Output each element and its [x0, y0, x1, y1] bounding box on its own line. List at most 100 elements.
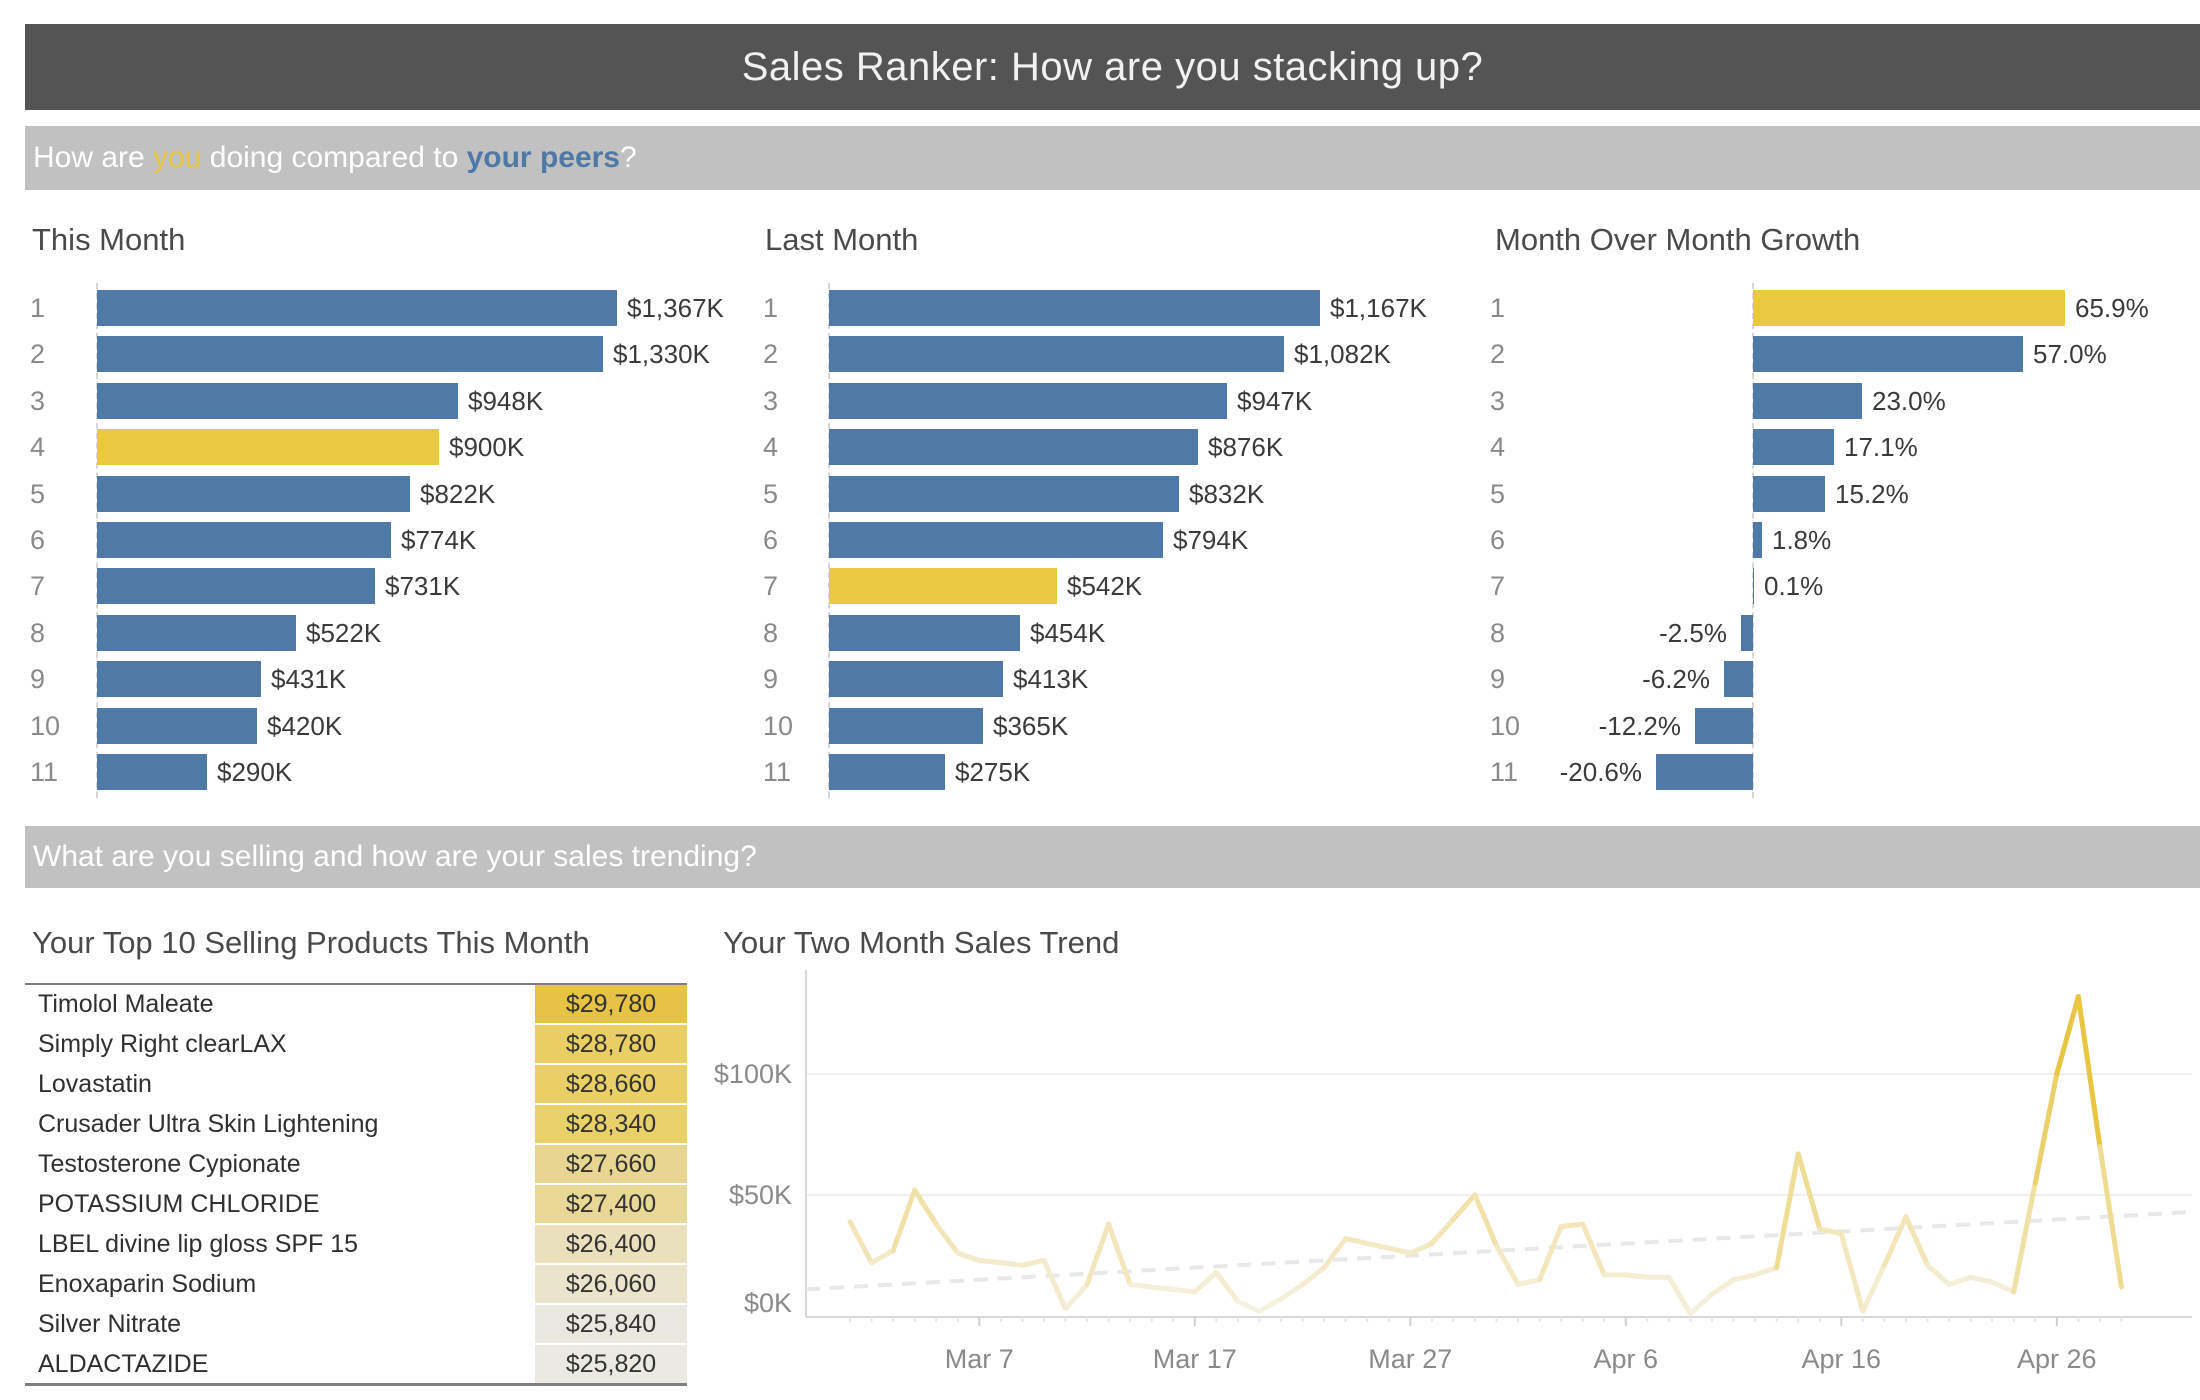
- growth-bar[interactable]: [1656, 754, 1753, 790]
- product-row-2[interactable]: Simply Right clearLAX $28,780: [25, 1025, 687, 1063]
- sales-trend-segment[interactable]: [2054, 994, 2081, 1077]
- sales-bar[interactable]: [829, 290, 1320, 326]
- sales-trend-segment[interactable]: [1106, 1221, 1133, 1288]
- sales-bar[interactable]: [829, 661, 1003, 698]
- growth-bar[interactable]: [1753, 522, 1762, 558]
- sales-bar[interactable]: [829, 614, 1020, 651]
- product-row-7[interactable]: LBEL divine lip gloss SPF 15 $26,400: [25, 1225, 687, 1263]
- sales-bar[interactable]: [97, 336, 603, 373]
- sales-trend-segment[interactable]: [1192, 1269, 1219, 1295]
- sales-trend-segment[interactable]: [1968, 1274, 1995, 1285]
- growth-bar[interactable]: [1753, 382, 1862, 419]
- sales-trend-segment[interactable]: [1903, 1214, 1930, 1268]
- sales-trend-segment[interactable]: [1149, 1284, 1176, 1292]
- sales-trend-segment[interactable]: [869, 1248, 896, 1266]
- product-row-5[interactable]: Testosterone Cypionate $27,660: [25, 1145, 687, 1183]
- sales-trend-segment[interactable]: [1450, 1192, 1478, 1222]
- sales-bar[interactable]: [97, 429, 439, 466]
- sales-trend-segment[interactable]: [1063, 1282, 1090, 1312]
- growth-bar[interactable]: [1724, 661, 1753, 698]
- sales-trend-segment[interactable]: [1774, 1151, 1801, 1271]
- sales-trend-segment[interactable]: [1666, 1274, 1693, 1317]
- sales-bar[interactable]: [97, 568, 375, 605]
- sales-trend-segment[interactable]: [1364, 1240, 1392, 1251]
- sales-bar[interactable]: [829, 475, 1179, 512]
- sales-trend-segment[interactable]: [1946, 1274, 1974, 1288]
- sales-trend-segment[interactable]: [1860, 1262, 1887, 1314]
- sales-bar[interactable]: [97, 290, 617, 326]
- sales-trend-segment[interactable]: [912, 1187, 939, 1227]
- sales-bar[interactable]: [829, 522, 1163, 558]
- sales-trend-segment[interactable]: [1084, 1221, 1112, 1288]
- sales-bar[interactable]: [97, 754, 207, 790]
- sales-trend-segment[interactable]: [2032, 1071, 2060, 1186]
- sales-trend-segment[interactable]: [1407, 1240, 1435, 1256]
- sales-bar[interactable]: [97, 707, 257, 744]
- sales-trend-chart[interactable]: Mar 7 Mar 17 Mar 27 Apr 6 Apr 16 Apr 26 $0K $50…: [700, 940, 2200, 1400]
- sales-bar[interactable]: [97, 614, 296, 651]
- growth-bar[interactable]: [1741, 614, 1753, 651]
- product-row-9[interactable]: Silver Nitrate $25,840: [25, 1305, 687, 1343]
- sales-trend-segment[interactable]: [847, 1219, 875, 1266]
- sales-bar[interactable]: [829, 754, 945, 790]
- sales-trend-segment[interactable]: [2075, 994, 2103, 1150]
- sales-trend-segment[interactable]: [1515, 1277, 1543, 1288]
- sales-trend-segment[interactable]: [1580, 1221, 1607, 1278]
- growth-bar[interactable]: [1753, 429, 1834, 466]
- growth-bar[interactable]: [1753, 336, 2023, 373]
- sales-trend-segment[interactable]: [1709, 1277, 1737, 1297]
- product-row-4[interactable]: Crusader Ultra Skin Lightening $28,340: [25, 1105, 687, 1143]
- sales-trend-segment[interactable]: [2097, 1144, 2124, 1290]
- growth-bar[interactable]: [1753, 290, 2065, 326]
- sales-trend-segment[interactable]: [1321, 1236, 1349, 1271]
- sales-trend-segment[interactable]: [1472, 1192, 1499, 1249]
- sales-trend-segment[interactable]: [1687, 1291, 1715, 1317]
- sales-trend-segment[interactable]: [1278, 1282, 1306, 1302]
- sales-trend-segment[interactable]: [1558, 1221, 1586, 1229]
- sales-trend-segment[interactable]: [976, 1257, 1004, 1266]
- growth-bar[interactable]: [1695, 707, 1753, 744]
- sales-trend-segment[interactable]: [1235, 1298, 1262, 1314]
- sales-trend-segment[interactable]: [1731, 1272, 1758, 1283]
- sales-trend-segment[interactable]: [890, 1187, 918, 1254]
- sales-trend-segment[interactable]: [1795, 1151, 1823, 1232]
- product-row-8[interactable]: Enoxaparin Sodium $26,060: [25, 1265, 687, 1303]
- sales-bar[interactable]: [97, 475, 410, 512]
- sales-bar[interactable]: [97, 382, 458, 419]
- sales-trend-segment[interactable]: [1386, 1245, 1413, 1256]
- sales-trend-segment[interactable]: [955, 1250, 982, 1263]
- sales-bar[interactable]: [97, 522, 391, 558]
- sales-trend-segment[interactable]: [1300, 1265, 1327, 1288]
- sales-trend-segment[interactable]: [1343, 1236, 1370, 1246]
- sales-bar[interactable]: [97, 661, 261, 698]
- sales-trend-segment[interactable]: [1881, 1214, 1909, 1268]
- product-row-1[interactable]: Timolol Maleate $29,780: [25, 985, 687, 1023]
- sales-bar[interactable]: [829, 429, 1198, 466]
- product-row-6[interactable]: POTASSIUM CHLORIDE $27,400: [25, 1185, 687, 1223]
- sales-trend-segment[interactable]: [1429, 1216, 1456, 1246]
- product-row-10[interactable]: ALDACTAZIDE $25,820: [25, 1345, 687, 1383]
- sales-trend-segment[interactable]: [2011, 1180, 2038, 1295]
- sales-bar[interactable]: [829, 568, 1057, 605]
- sales-trend-segment[interactable]: [1537, 1223, 1564, 1283]
- sales-trend-segment[interactable]: [1170, 1286, 1198, 1295]
- sales-trend-segment[interactable]: [1752, 1265, 1780, 1278]
- sales-trend-segment[interactable]: [1019, 1257, 1047, 1268]
- sales-trend-segment[interactable]: [1494, 1243, 1521, 1288]
- sales-trend-segment[interactable]: [1838, 1231, 1866, 1314]
- sales-bar[interactable]: [829, 336, 1284, 373]
- sales-bar[interactable]: [829, 382, 1227, 419]
- sales-trend-segment[interactable]: [1127, 1282, 1155, 1290]
- sales-trend-segment[interactable]: [1989, 1279, 2017, 1295]
- product-row-3[interactable]: Lovastatin $28,660: [25, 1065, 687, 1103]
- sales-trend-segment[interactable]: [1817, 1226, 1844, 1237]
- sales-trend-segment[interactable]: [1041, 1257, 1068, 1312]
- sales-bar[interactable]: [829, 707, 983, 744]
- sales-trend-segment[interactable]: [1213, 1269, 1241, 1304]
- sales-trend-segment[interactable]: [998, 1260, 1025, 1268]
- growth-bar[interactable]: [1753, 475, 1825, 512]
- growth-bar[interactable]: [1753, 568, 1754, 605]
- sales-trend-segment[interactable]: [1256, 1296, 1284, 1314]
- sales-trend-segment[interactable]: [1925, 1262, 1952, 1288]
- sales-trend-segment[interactable]: [933, 1221, 961, 1256]
